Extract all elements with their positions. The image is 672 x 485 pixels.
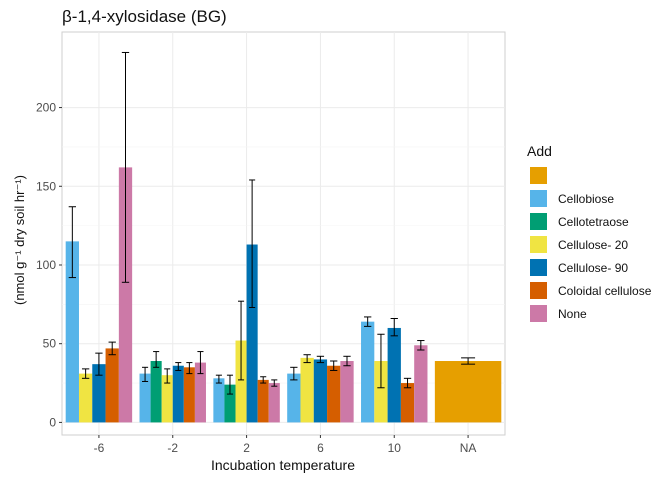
- y-tick-label: 150: [36, 179, 56, 193]
- legend-key: [530, 282, 547, 299]
- bar: [268, 383, 280, 423]
- y-tick-label: 0: [49, 415, 56, 429]
- bar: [213, 378, 225, 423]
- x-tick-label: -2: [167, 441, 178, 455]
- legend-label: Cellotetraose: [558, 215, 629, 229]
- bar: [387, 327, 401, 423]
- bar: [246, 244, 258, 423]
- x-axis-title: Incubation temperature: [211, 457, 355, 473]
- bar: [118, 167, 133, 423]
- y-tick-label: 100: [36, 258, 56, 272]
- legend-key: [530, 259, 547, 276]
- x-tick-label: NA: [460, 441, 477, 455]
- bar: [287, 373, 301, 423]
- legend-label: Cellulose- 20: [558, 238, 628, 252]
- bar: [183, 367, 195, 423]
- chart-title: β-1,4-xylosidase (BG): [62, 7, 227, 26]
- bar: [194, 362, 206, 423]
- legend-label: Cellulose- 90: [558, 261, 628, 275]
- x-tick-label: 10: [388, 441, 402, 455]
- bar: [400, 383, 415, 423]
- x-tick-label: 6: [317, 441, 324, 455]
- y-tick-label: 200: [36, 101, 56, 115]
- bars-layer: [65, 167, 502, 423]
- error-bars-layer: [68, 51, 476, 395]
- bar: [300, 357, 314, 423]
- x-tick-label: 2: [243, 441, 250, 455]
- bar: [224, 384, 236, 423]
- bar: [172, 365, 184, 423]
- legend: Add Cellobiose Cellotetraose Cellulose- 20…: [527, 143, 652, 322]
- bar: [361, 321, 375, 423]
- legend-label: Cellobiose: [558, 192, 614, 206]
- bar: [78, 373, 93, 423]
- legend-key: [530, 305, 547, 322]
- y-tick-label: 50: [43, 337, 57, 351]
- x-tick-label: -6: [94, 441, 105, 455]
- x-axis: -6 -2 2 6 10 NA: [94, 435, 477, 455]
- legend-label: Coloidal cellulose: [558, 284, 652, 298]
- bar: [235, 340, 247, 423]
- bar: [139, 373, 151, 423]
- legend-label: None: [558, 307, 587, 321]
- bar: [150, 361, 162, 423]
- legend-key: [530, 236, 547, 253]
- legend-key: [530, 190, 547, 207]
- bar: [434, 361, 502, 423]
- bar: [92, 364, 106, 423]
- y-axis-title: (nmol g⁻¹ dry soil hr⁻¹): [12, 175, 27, 305]
- y-axis: 0 50 100 150 200: [36, 101, 62, 429]
- bar: [161, 375, 173, 423]
- bar: [340, 361, 354, 423]
- bar: [327, 365, 341, 423]
- legend-key: [530, 213, 547, 230]
- bar: [257, 379, 269, 423]
- legend-title: Add: [527, 143, 552, 159]
- bar: [105, 348, 119, 423]
- legend-key: [530, 167, 547, 184]
- plot-panel: [61, 31, 506, 436]
- bar: [374, 361, 388, 423]
- bar: [414, 345, 428, 423]
- bar: [313, 359, 328, 423]
- bar: [65, 241, 79, 423]
